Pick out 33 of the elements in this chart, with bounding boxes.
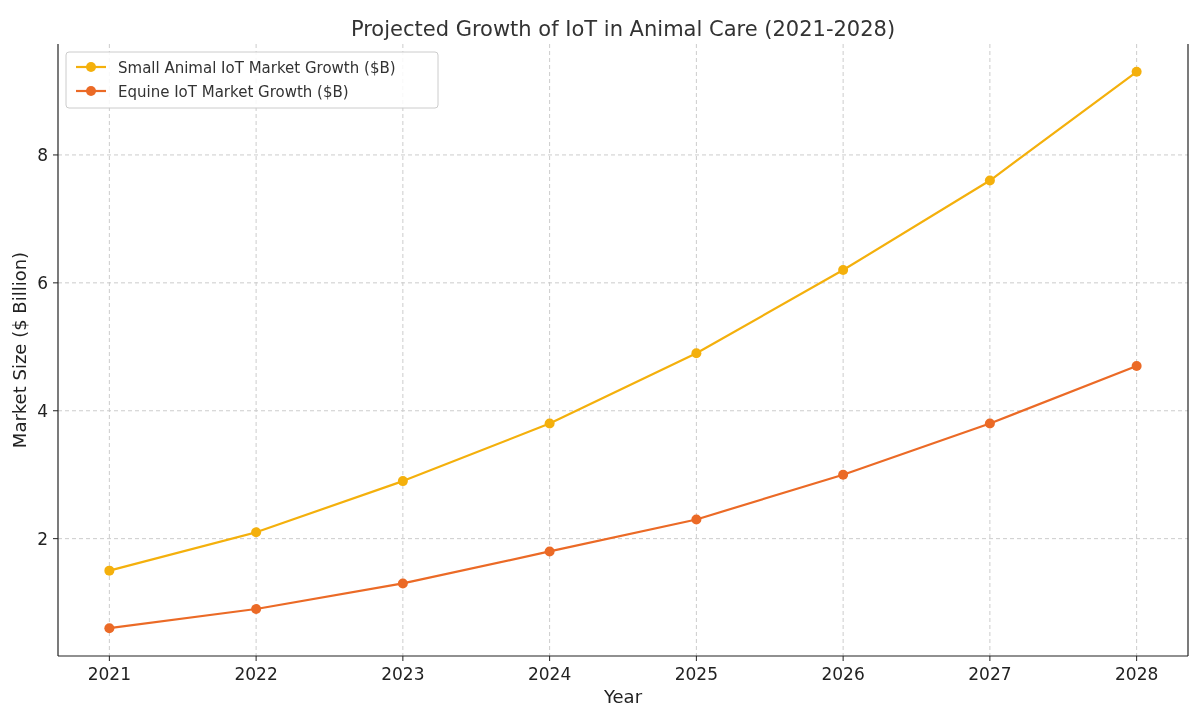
point	[544, 546, 555, 557]
point	[104, 565, 115, 576]
x-tick-label: 2026	[821, 664, 865, 684]
x-tick-label: 2024	[527, 664, 572, 684]
point	[838, 265, 849, 276]
point	[838, 469, 849, 480]
x-tick-label: 2025	[674, 664, 719, 684]
y-tick-label: 8	[37, 144, 48, 165]
point	[251, 604, 262, 614]
y-axis-title: Market Size ($ Billion)	[9, 251, 30, 449]
x-tick-label: 2022	[234, 664, 278, 684]
y-tick-label: 2	[37, 528, 48, 549]
legend-label: Equine IoT Market Growth ($B)	[118, 83, 349, 101]
x-tick-label: 2023	[381, 664, 425, 684]
point	[984, 418, 995, 429]
x-axis-title: Year	[602, 686, 643, 707]
point	[397, 578, 408, 589]
point	[691, 514, 702, 525]
y-tick-label: 4	[37, 400, 48, 421]
x-tick-label: 2021	[87, 664, 131, 684]
point	[1131, 66, 1142, 77]
point	[104, 623, 115, 634]
point	[397, 476, 408, 487]
point	[251, 527, 262, 538]
point	[984, 175, 995, 186]
legend-label: Small Animal IoT Market Growth ($B)	[118, 59, 396, 77]
chart-title: Projected Growth of IoT in Animal Care (2021-2028)	[350, 17, 896, 41]
point	[691, 348, 702, 359]
point	[544, 418, 555, 429]
y-tick-label: 6	[37, 272, 48, 293]
x-tick-label: 2027	[968, 664, 1012, 684]
point	[1131, 360, 1142, 371]
x-tick-label: 2028	[1115, 664, 1159, 684]
